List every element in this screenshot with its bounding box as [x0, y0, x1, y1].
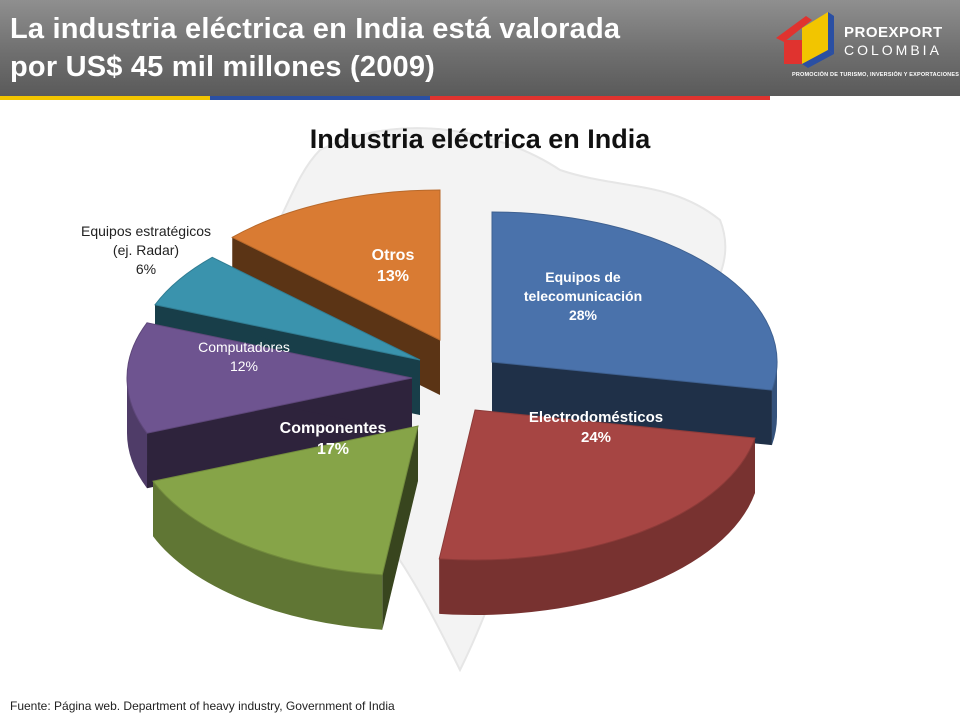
slice-value-text: 13% [376, 268, 410, 285]
slice-label-text: Equipos de [545, 269, 621, 285]
source-note: Fuente: Página web. Department of heavy … [10, 699, 395, 713]
logo-tagline: PROMOCIÓN DE TURISMO, INVERSIÓN Y EXPORT… [792, 72, 960, 78]
pie-slice-top [438, 409, 756, 561]
pie-slice-top [231, 189, 441, 341]
slice-value-text: 12% [229, 358, 259, 374]
logo-country: COLOMBIA [844, 42, 942, 58]
pie-slice-1 [438, 409, 756, 615]
slice-value-text: 6% [135, 261, 157, 277]
slice-value-text: 28% [568, 307, 598, 323]
slice-value-text: 24% [580, 429, 612, 446]
slice-label-text: Computadores [198, 339, 290, 355]
slice-value-text: 17% [316, 441, 350, 458]
slice-label-3: Computadores 12% [198, 338, 290, 376]
slice-label-text: Equipos estratégicos [81, 223, 211, 239]
chart-title: Industria eléctrica en India [309, 124, 651, 154]
pie-slice-top [152, 425, 419, 576]
page-title: La industria eléctrica en India está val… [10, 10, 750, 86]
title-line-1: La industria eléctrica en India está val… [10, 13, 621, 45]
slice-label-text: Componentes [279, 420, 387, 437]
slice-label-1: Electrodomésticos 24% [529, 408, 663, 448]
pie-slice-outer-wall [771, 362, 777, 446]
pie-slice-outer-wall [127, 378, 148, 489]
header-stripe-red [430, 96, 770, 100]
slice-label-text: (ej. Radar) [112, 242, 180, 258]
title-line-2: por US$ 45 mil millones (2009) [10, 51, 436, 83]
pie-slice-outer-wall [153, 481, 383, 630]
logo-name: PROEXPORT [844, 24, 943, 41]
pie-slice-top [491, 211, 778, 391]
slice-label-0: Equipos de telecomunicación 28% [524, 268, 642, 325]
slice-label-2: Componentes 17% [280, 418, 387, 460]
pie-slice-outer-wall [439, 438, 755, 615]
pie-slice-top [154, 256, 421, 361]
slice-label-5: Otros 13% [372, 245, 415, 287]
pie-slice-0 [491, 211, 778, 446]
pie-slice-wall [492, 362, 772, 446]
header-stripe-yellow [0, 96, 210, 100]
slice-label-text: Electrodomésticos [528, 409, 664, 426]
pie-slice-3 [126, 322, 413, 489]
slice-label-text: Otros [371, 247, 415, 264]
slice-label-4: Equipos estratégicos (ej. Radar) 6% [81, 222, 211, 279]
slice-label-text: telecomunicación [523, 288, 643, 304]
proexport-logo: PROEXPORT COLOMBIA PROMOCIÓN DE TURISMO,… [772, 10, 959, 84]
pie-slice-top [126, 322, 413, 434]
house-logo-icon [776, 12, 834, 68]
header-stripe-blue [210, 96, 430, 100]
pie-slice-2 [152, 425, 419, 630]
header-bar: La industria eléctrica en India está val… [0, 0, 960, 96]
